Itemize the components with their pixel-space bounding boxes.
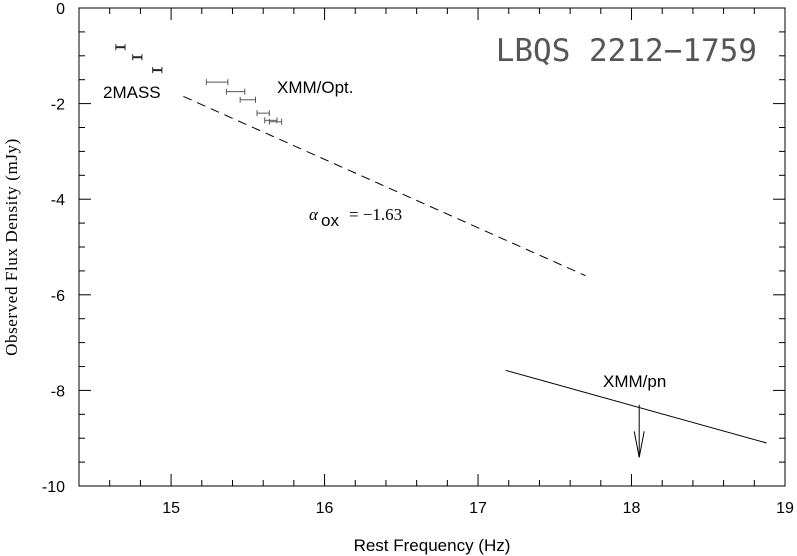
alpha-subscript: ox [321,211,339,230]
y-tick-label: 0 [56,1,65,18]
x-tick-label: 19 [776,500,794,517]
label-xmm-pn: XMM/pn [603,372,666,391]
data-point [239,96,256,103]
data-point [225,88,246,95]
data-point [205,79,229,86]
upper-limit-arrow-head [633,431,645,458]
plot-frame [78,7,786,487]
chart-title: LBQS 2212−1759 [496,33,757,69]
data-point [264,117,278,124]
y-tick-label: -10 [42,479,65,496]
xray-powerlaw-line [505,369,767,444]
label-xmm-opt: XMM/Opt. [277,78,354,97]
x-tick-label: 17 [469,500,487,517]
y-tick-label: -4 [51,192,65,209]
data-point [268,118,283,125]
y-tick-label: -2 [51,97,65,114]
label-2mass: 2MASS [103,83,161,102]
y-axis-title: Observed Flux Density (mJy) [2,138,21,356]
data-point [115,44,126,51]
x-axis-title: Rest Frequency (Hz) [354,536,511,555]
x-tick-label: 16 [316,500,334,517]
alpha-symbol: α [309,205,319,224]
alpha-ox-line [183,95,586,277]
x-tick-label: 15 [162,500,180,517]
y-tick-label: -6 [51,288,65,305]
y-tick-label: -8 [51,383,65,400]
x-tick-label: 18 [623,500,641,517]
data-point [132,54,143,61]
data-point [152,67,163,74]
data-point [256,110,270,117]
alpha-value: = −1.63 [349,205,402,224]
